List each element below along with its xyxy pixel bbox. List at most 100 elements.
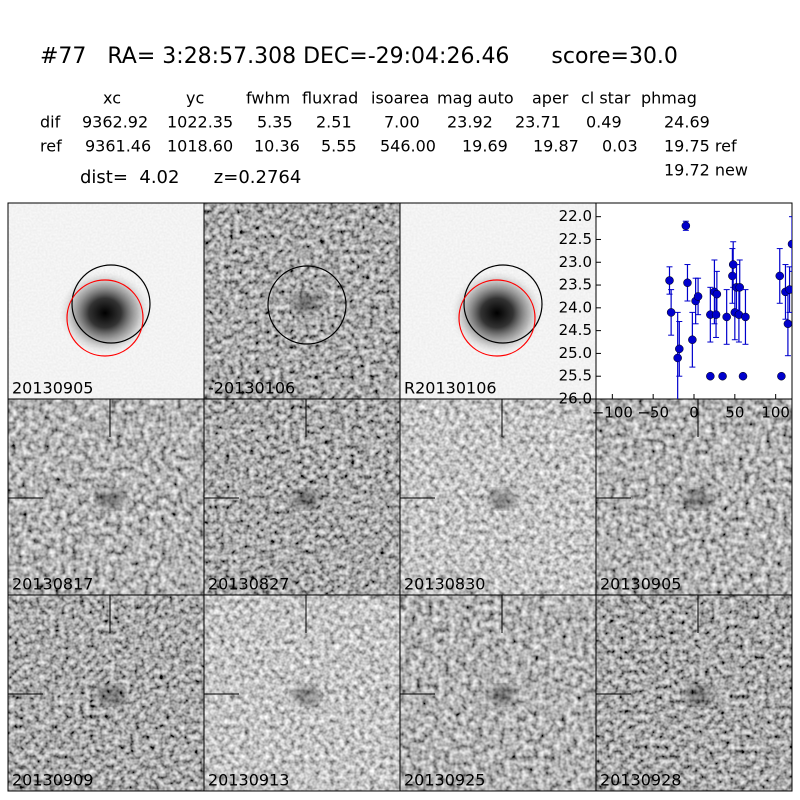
aperture bbox=[463, 264, 543, 344]
panel-label: 20130928 bbox=[600, 771, 681, 790]
table-cell: 2.51 bbox=[316, 113, 352, 132]
data-point bbox=[673, 353, 682, 363]
galaxy bbox=[59, 271, 151, 355]
image-panel bbox=[7, 398, 205, 596]
table-cell: 5.35 bbox=[257, 113, 293, 132]
panel-label: 20130925 bbox=[404, 771, 485, 790]
data-point bbox=[722, 312, 731, 322]
phmag-new: 19.72 new bbox=[664, 161, 748, 180]
x-tick-label: −100 bbox=[592, 404, 633, 422]
data-point bbox=[681, 221, 691, 231]
panel-label: R20130106 bbox=[404, 379, 497, 398]
image-panel bbox=[203, 398, 401, 596]
residual bbox=[684, 489, 712, 509]
table-cell: 23.92 bbox=[447, 113, 493, 132]
residual bbox=[292, 489, 320, 509]
y-tick-label: 26.0 bbox=[559, 390, 592, 408]
aperture bbox=[267, 265, 347, 345]
data-point bbox=[728, 271, 737, 281]
galaxy bbox=[451, 271, 543, 355]
data-point bbox=[777, 371, 786, 381]
residual bbox=[292, 293, 320, 313]
y-tick-label: 22.5 bbox=[559, 230, 592, 248]
image-panel bbox=[399, 594, 597, 792]
residual bbox=[96, 685, 124, 705]
residual bbox=[96, 489, 124, 509]
table-cell: 23.71 bbox=[515, 113, 561, 132]
table-cell: 1018.60 bbox=[167, 137, 233, 156]
data-point bbox=[738, 371, 748, 381]
aperture bbox=[71, 264, 151, 344]
table-cell: 19.87 bbox=[533, 137, 579, 156]
panel-label: 20130827 bbox=[208, 575, 289, 594]
column-header: phmag bbox=[641, 89, 697, 108]
plot-marks bbox=[665, 216, 792, 399]
image-panel bbox=[203, 202, 401, 400]
image-panel bbox=[203, 594, 401, 792]
data-point bbox=[783, 319, 792, 329]
panel-label: 20130830 bbox=[404, 575, 485, 594]
panel-frame bbox=[595, 594, 793, 792]
data-point bbox=[718, 371, 727, 381]
data-point bbox=[688, 335, 697, 344]
data-point bbox=[711, 310, 721, 319]
table-cell: 19.69 bbox=[462, 137, 508, 156]
table-cell: 0.03 bbox=[602, 137, 638, 156]
aperture-ref bbox=[458, 279, 536, 357]
panel-label: 20130913 bbox=[208, 771, 289, 790]
column-header: fluxrad bbox=[302, 89, 358, 108]
image-panel bbox=[595, 594, 793, 792]
x-tick-label: 0 bbox=[689, 404, 699, 422]
panel-label: 20130905 bbox=[12, 379, 93, 398]
image-panel bbox=[7, 202, 205, 400]
aperture-ref bbox=[66, 279, 144, 357]
table-cell: 19.75 ref bbox=[664, 137, 737, 156]
residual bbox=[488, 489, 516, 509]
info: dist= 4.02 z=0.2764 bbox=[80, 167, 301, 188]
residual bbox=[292, 685, 320, 705]
row-label: ref bbox=[40, 137, 62, 156]
data-point bbox=[712, 289, 722, 299]
table-cell: 0.49 bbox=[586, 113, 622, 132]
panel-label: 20130905 bbox=[600, 575, 681, 594]
column-header: xc bbox=[103, 89, 121, 108]
column-header: yc bbox=[186, 89, 204, 108]
data-point bbox=[666, 308, 676, 317]
y-tick-label: 25.5 bbox=[559, 367, 592, 385]
panel-label: 20130909 bbox=[12, 771, 93, 790]
data-point bbox=[683, 278, 692, 288]
table-cell: 5.55 bbox=[321, 137, 357, 156]
data-point bbox=[741, 312, 750, 322]
residual bbox=[684, 685, 712, 705]
panel-label: -20130106 bbox=[208, 379, 295, 398]
y-tick-label: 24.5 bbox=[559, 321, 592, 339]
y-tick-label: 22.0 bbox=[559, 207, 592, 225]
x-tick-label: 100 bbox=[761, 404, 790, 422]
data-point bbox=[675, 344, 684, 354]
data-point bbox=[775, 271, 784, 281]
table-cell: 9362.92 bbox=[82, 113, 148, 132]
column-header: isoarea bbox=[371, 89, 429, 108]
y-tick-label: 25.0 bbox=[559, 344, 592, 362]
row-label: dif bbox=[40, 113, 61, 132]
image-panel bbox=[7, 594, 205, 792]
image-panel bbox=[399, 398, 597, 596]
table-cell: 546.00 bbox=[380, 137, 436, 156]
table-cell: 1022.35 bbox=[167, 113, 233, 132]
x-tick-label: 50 bbox=[725, 404, 744, 422]
column-header: aper bbox=[532, 89, 569, 108]
table-cell: 10.36 bbox=[254, 137, 300, 156]
y-tick-label: 23.5 bbox=[559, 276, 592, 294]
data-point bbox=[785, 285, 792, 294]
data-point bbox=[735, 283, 744, 292]
y-tick-label: 23.0 bbox=[559, 253, 592, 271]
column-header: cl star bbox=[581, 89, 631, 108]
data-point bbox=[665, 276, 674, 285]
table-cell: 24.69 bbox=[664, 113, 710, 132]
title: #77 RA= 3:28:57.308 DEC=-29:04:26.46 sco… bbox=[40, 44, 678, 69]
column-header: fwhm bbox=[246, 89, 290, 108]
data-point bbox=[787, 239, 792, 249]
data-point bbox=[706, 371, 715, 381]
x-tick-label: −50 bbox=[637, 404, 669, 422]
